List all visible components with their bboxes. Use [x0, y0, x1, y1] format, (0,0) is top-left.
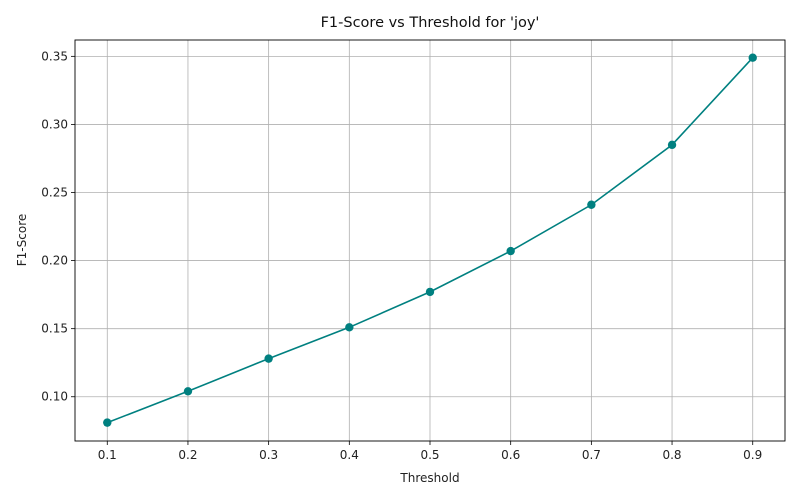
data-point	[103, 418, 112, 427]
x-axis-ticks: 0.1 0.2 0.3 0.4 0.5 0.6 0.7 0.8 0.9	[98, 441, 762, 462]
y-tick-label: 0.35	[41, 49, 68, 63]
grid-lines	[75, 40, 785, 441]
x-tick-label: 0.7	[582, 448, 601, 462]
data-point	[345, 323, 354, 332]
x-tick-label: 0.6	[501, 448, 520, 462]
x-tick-label: 0.2	[178, 448, 197, 462]
y-tick-label: 0.30	[41, 117, 68, 131]
y-axis-ticks: 0.10 0.15 0.20 0.25 0.30 0.35	[41, 49, 75, 404]
data-point	[667, 140, 677, 150]
data-points	[103, 53, 757, 427]
data-point	[264, 354, 273, 363]
y-tick-label: 0.25	[41, 186, 68, 200]
y-axis-title: F1-Score	[15, 214, 29, 266]
x-tick-label: 0.9	[743, 448, 762, 462]
data-point	[425, 287, 435, 297]
x-axis-title: Threshold	[399, 471, 459, 485]
data-point	[183, 387, 193, 396]
x-tick-label: 0.3	[259, 448, 278, 462]
x-tick-label: 0.8	[662, 448, 681, 462]
y-tick-label: 0.10	[41, 390, 68, 404]
x-tick-label: 0.1	[98, 448, 117, 462]
y-tick-label: 0.15	[41, 322, 68, 336]
data-point	[748, 53, 757, 62]
x-tick-label: 0.5	[420, 448, 439, 462]
x-tick-label: 0.4	[340, 448, 359, 462]
y-tick-label: 0.20	[41, 254, 68, 268]
data-point	[587, 200, 596, 209]
data-point	[506, 246, 515, 256]
chart-title: F1-Score vs Threshold for 'joy'	[321, 15, 540, 31]
